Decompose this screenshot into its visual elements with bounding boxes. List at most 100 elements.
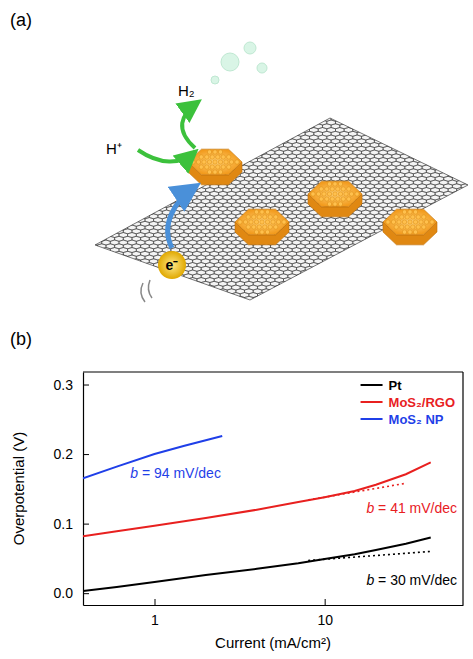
particle-atom [274, 215, 278, 219]
y-axis-title: Overpotential (V) [10, 432, 27, 545]
particle-atom [213, 160, 217, 164]
particle-atom [252, 215, 256, 219]
legend-swatch [361, 384, 383, 386]
particle-atom [413, 210, 417, 214]
panel-label: (a) [10, 10, 32, 30]
particle-atom [408, 210, 412, 214]
annotation: b = 94 mV/dec [130, 465, 221, 481]
particle-atom [327, 182, 331, 186]
particle-atom [260, 220, 264, 224]
particle-atom [347, 187, 351, 191]
particle-atom [218, 170, 222, 174]
tick: 0.2 [54, 446, 89, 462]
particle-atom [202, 160, 206, 164]
particle-atom [338, 182, 342, 186]
particle-atom [311, 192, 315, 196]
particle-top [383, 209, 437, 235]
particle-atom [213, 150, 217, 154]
particle-atom [218, 150, 222, 154]
particle-atom [210, 165, 214, 169]
particle-atom [327, 192, 331, 196]
electron-label: e⁻ [166, 257, 179, 273]
particle-atom [257, 215, 261, 219]
frame-right [462, 372, 463, 605]
proton-arrow [138, 150, 195, 162]
particle-atom [338, 202, 342, 206]
bubble [244, 42, 256, 54]
tick: 10 [317, 599, 333, 628]
particle-atom [265, 230, 269, 234]
tick: 0.1 [54, 516, 89, 532]
particle-atom [355, 192, 359, 196]
particle-atom [413, 230, 417, 234]
particle-atom [254, 230, 258, 234]
bubble [211, 76, 219, 84]
particle-atom [341, 187, 345, 191]
particle-atom [325, 187, 329, 191]
particle-atom [341, 197, 345, 201]
particle-atom [229, 160, 233, 164]
tick-mark [325, 599, 326, 605]
particle-top [188, 149, 242, 175]
particle-atom [238, 220, 242, 224]
particle-atom [246, 215, 250, 219]
tick-label: 1 [151, 612, 159, 628]
electron [158, 251, 186, 279]
particle-atom [430, 220, 434, 224]
particle-atom [263, 225, 267, 229]
particle-atom [344, 192, 348, 196]
tick-mark [83, 593, 89, 594]
particle-atom [394, 225, 398, 229]
particle-atom [397, 220, 401, 224]
particle-atom [216, 165, 220, 169]
particle-atom [394, 215, 398, 219]
particle-atom [419, 220, 423, 224]
panel-a: (a)e⁻H⁺H₂ [10, 10, 473, 436]
particle-atom [207, 160, 211, 164]
tick-mark [83, 454, 89, 455]
particle-atom [422, 225, 426, 229]
bubble [257, 63, 267, 73]
legend: PtMoS₂/RGOMoS₂ NP [361, 378, 455, 427]
particle-atom [276, 220, 280, 224]
particle-atom [408, 220, 412, 224]
axis-line [83, 373, 84, 606]
particle-atom [199, 155, 203, 159]
particle-atom [327, 202, 331, 206]
particle-atom [191, 160, 195, 164]
particle-atom [400, 215, 404, 219]
panel-b: (b)1100.00.10.20.3Current (mA/cm²)Overpo… [10, 329, 464, 651]
particle-atom [268, 225, 272, 229]
particle-atom [265, 220, 269, 224]
electron-motion [141, 280, 152, 302]
annotation: b = 30 mV/dec [366, 572, 457, 588]
particle-atom [205, 155, 209, 159]
tick: 1 [151, 599, 159, 628]
particle-atom [265, 210, 269, 214]
particle-atom [227, 165, 231, 169]
particle-atom [405, 225, 409, 229]
particle-atom [386, 220, 390, 224]
particle-atom [218, 160, 222, 164]
annotation: b = 41 mV/dec [366, 500, 457, 516]
particle-atom [252, 225, 256, 229]
legend-label: MoS₂ NP [389, 412, 444, 427]
tick-label: 0.3 [54, 376, 74, 392]
particle-atom [316, 192, 320, 196]
series-line [308, 551, 431, 560]
tick-label: 0.1 [54, 516, 74, 532]
panel-label: (b) [10, 329, 32, 349]
particle-atom [402, 210, 406, 214]
particle-atom [319, 197, 323, 201]
particle-top [308, 181, 362, 207]
particle-atom [213, 170, 217, 174]
particle-atom [338, 192, 342, 196]
particle-atom [322, 192, 326, 196]
particle-atom [405, 215, 409, 219]
particle-atom [391, 220, 395, 224]
particle-atom [400, 225, 404, 229]
particle-atom [402, 230, 406, 234]
particle-atom [336, 197, 340, 201]
tick-label: 10 [317, 612, 333, 628]
particle-atom [274, 225, 278, 229]
